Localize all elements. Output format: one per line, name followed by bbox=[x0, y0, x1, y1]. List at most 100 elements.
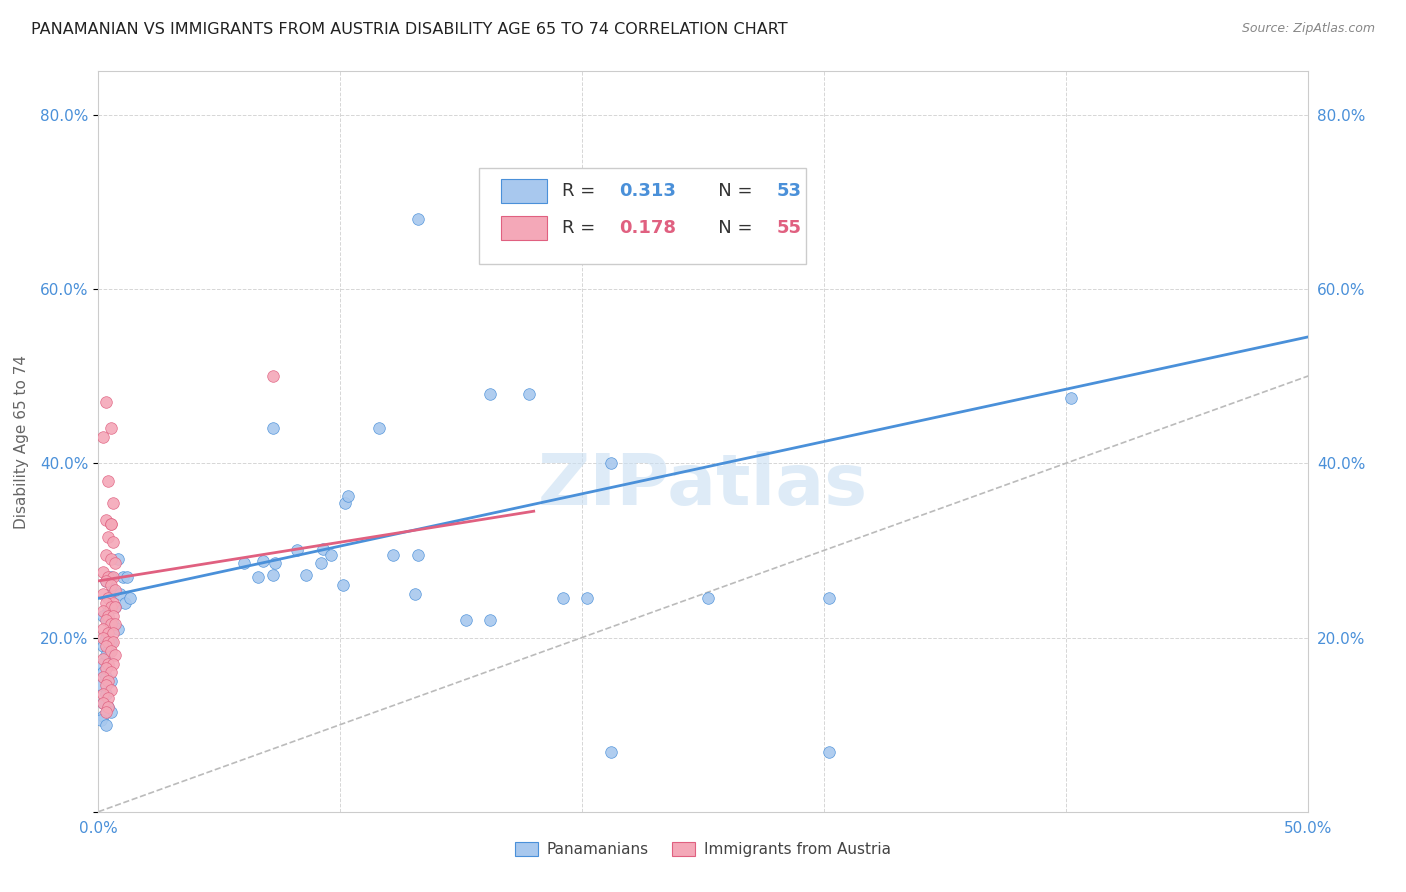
Point bbox=[90, 713, 112, 727]
Point bbox=[262, 369, 284, 384]
Point bbox=[91, 622, 114, 636]
Text: R =: R = bbox=[561, 182, 600, 201]
Point bbox=[97, 604, 120, 618]
Point bbox=[97, 474, 120, 488]
Point bbox=[94, 717, 117, 731]
Point bbox=[404, 587, 426, 601]
Point bbox=[100, 635, 122, 649]
Point bbox=[108, 587, 131, 601]
Point bbox=[91, 565, 114, 579]
Point bbox=[91, 687, 114, 701]
Point bbox=[406, 212, 429, 227]
Point bbox=[309, 557, 332, 571]
Point bbox=[117, 569, 139, 583]
Point bbox=[100, 643, 122, 657]
Point bbox=[107, 622, 129, 636]
Text: N =: N = bbox=[700, 219, 758, 237]
Point bbox=[91, 639, 114, 653]
Text: N =: N = bbox=[700, 182, 758, 201]
Point bbox=[600, 456, 623, 470]
Point bbox=[101, 569, 124, 583]
Point bbox=[262, 421, 284, 435]
Point bbox=[94, 395, 117, 409]
Point bbox=[94, 678, 117, 692]
Point bbox=[100, 569, 122, 583]
Point bbox=[406, 548, 429, 562]
Point bbox=[252, 554, 274, 568]
Point bbox=[100, 617, 122, 632]
Point bbox=[97, 591, 120, 606]
Point bbox=[94, 548, 117, 562]
Point bbox=[100, 578, 122, 592]
Point bbox=[91, 608, 114, 623]
Point bbox=[600, 746, 623, 760]
Point bbox=[118, 591, 141, 606]
Point bbox=[101, 617, 124, 632]
Point bbox=[94, 596, 117, 610]
Point bbox=[91, 587, 114, 601]
Point bbox=[333, 495, 356, 509]
Point bbox=[91, 670, 114, 684]
Point bbox=[104, 582, 127, 597]
Point bbox=[100, 421, 122, 435]
Text: 53: 53 bbox=[776, 182, 801, 201]
FancyBboxPatch shape bbox=[479, 168, 806, 264]
Point bbox=[97, 674, 120, 689]
Point bbox=[91, 696, 114, 710]
Bar bbox=[501, 179, 547, 203]
Point bbox=[97, 569, 120, 583]
Point bbox=[101, 495, 124, 509]
Text: Source: ZipAtlas.com: Source: ZipAtlas.com bbox=[1241, 22, 1375, 36]
Point bbox=[97, 530, 120, 544]
Point bbox=[104, 557, 127, 571]
Point bbox=[332, 578, 354, 592]
Point bbox=[97, 613, 120, 627]
Point bbox=[100, 517, 122, 532]
Text: 55: 55 bbox=[776, 219, 801, 237]
Point bbox=[319, 548, 342, 562]
Text: ZIPatlas: ZIPatlas bbox=[538, 451, 868, 520]
Point bbox=[91, 665, 114, 680]
Point bbox=[479, 613, 502, 627]
Point bbox=[94, 639, 117, 653]
Text: 0.313: 0.313 bbox=[620, 182, 676, 201]
Point bbox=[94, 513, 117, 527]
Point bbox=[114, 596, 136, 610]
Point bbox=[101, 608, 124, 623]
Point bbox=[97, 626, 120, 640]
Text: 0.178: 0.178 bbox=[620, 219, 676, 237]
Point bbox=[100, 600, 122, 615]
Point bbox=[97, 608, 120, 623]
Point bbox=[97, 700, 120, 714]
Point bbox=[247, 569, 270, 583]
Point bbox=[91, 631, 114, 645]
Bar bbox=[501, 217, 547, 240]
Point bbox=[111, 569, 134, 583]
Point bbox=[100, 517, 122, 532]
Point bbox=[94, 574, 117, 588]
Point bbox=[285, 543, 308, 558]
Point bbox=[264, 557, 287, 571]
Point bbox=[575, 591, 598, 606]
Point bbox=[100, 705, 122, 719]
Point bbox=[91, 430, 114, 444]
Point bbox=[1059, 391, 1081, 405]
Point bbox=[97, 691, 120, 706]
Point bbox=[454, 613, 477, 627]
Text: R =: R = bbox=[561, 219, 600, 237]
Point bbox=[104, 617, 127, 632]
Point bbox=[97, 657, 120, 671]
Point bbox=[101, 534, 124, 549]
Point bbox=[817, 746, 839, 760]
Point bbox=[94, 705, 117, 719]
Point bbox=[479, 386, 502, 401]
Point bbox=[232, 557, 254, 571]
Point bbox=[295, 567, 318, 582]
Text: PANAMANIAN VS IMMIGRANTS FROM AUSTRIA DISABILITY AGE 65 TO 74 CORRELATION CHART: PANAMANIAN VS IMMIGRANTS FROM AUSTRIA DI… bbox=[31, 22, 787, 37]
Legend: Panamanians, Immigrants from Austria: Panamanians, Immigrants from Austria bbox=[509, 836, 897, 863]
Point bbox=[101, 626, 124, 640]
Point bbox=[312, 541, 335, 556]
Point bbox=[101, 635, 124, 649]
Point bbox=[104, 600, 127, 615]
Point bbox=[94, 661, 117, 675]
